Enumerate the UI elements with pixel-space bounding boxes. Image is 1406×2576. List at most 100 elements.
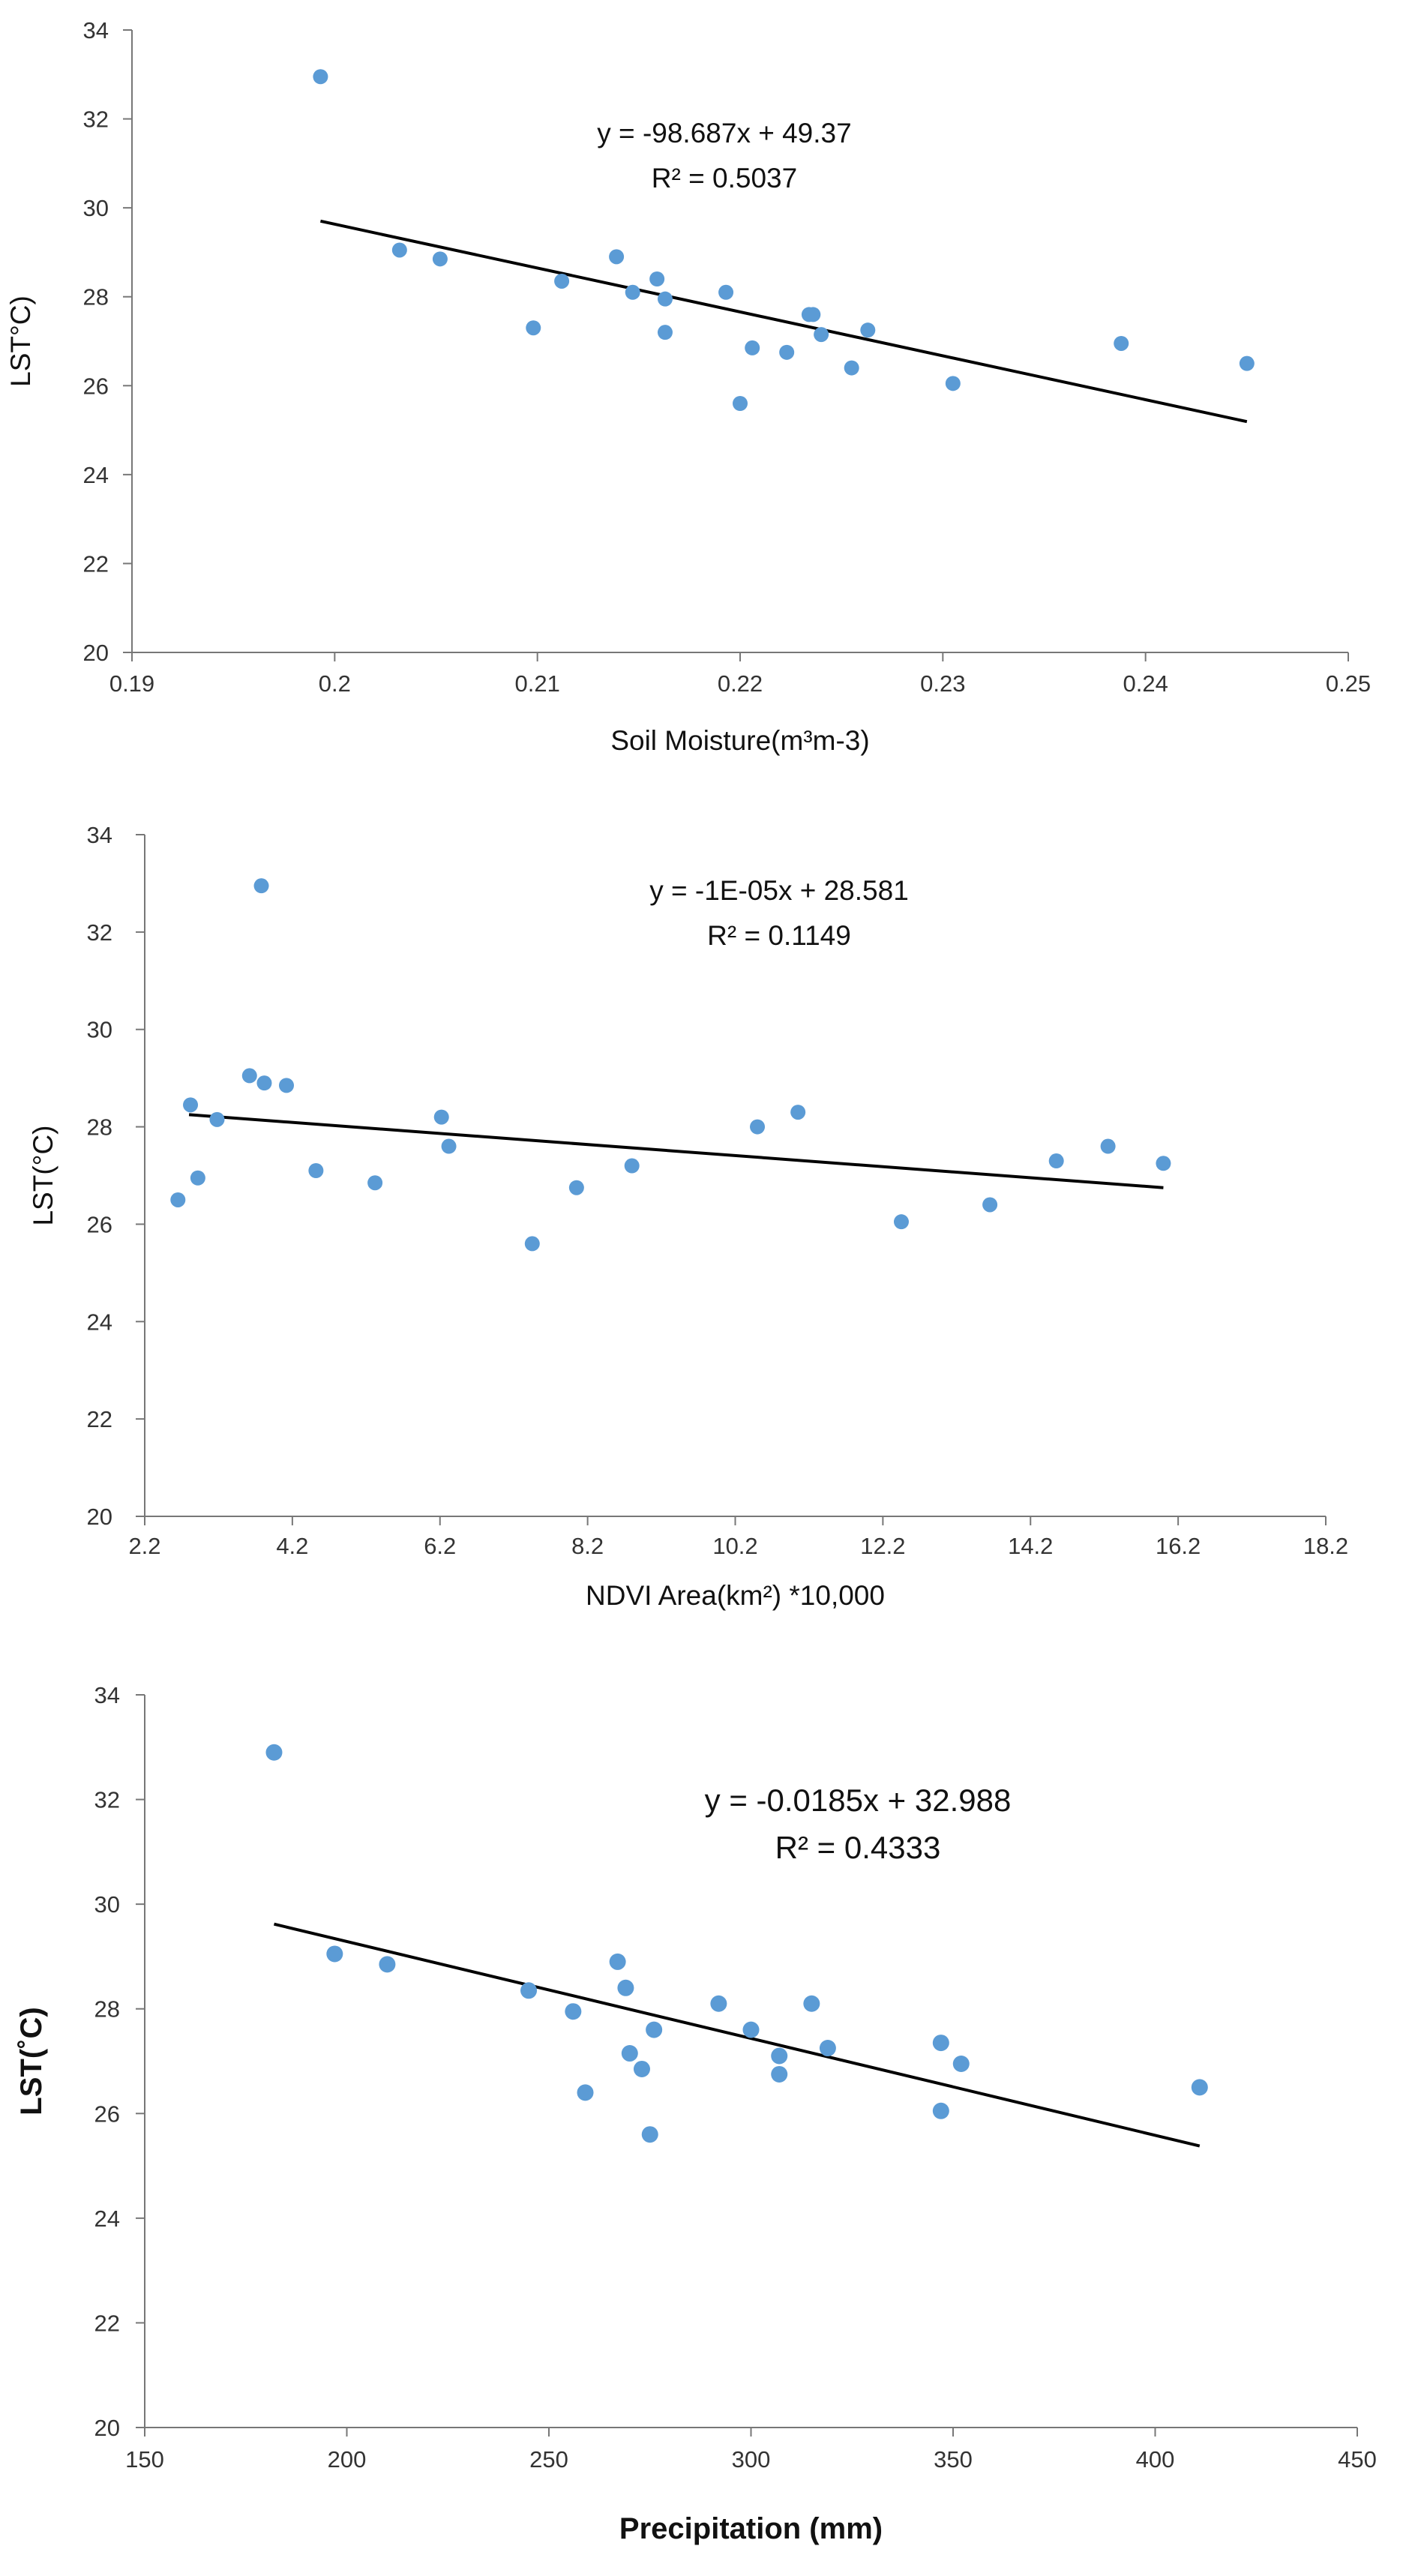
data-point — [860, 322, 876, 338]
x-axis-label: Soil Moisture(m³m-3) — [610, 725, 869, 756]
y-tick-label: 32 — [83, 106, 109, 133]
x-tick-label: 2.2 — [128, 1533, 160, 1559]
data-point — [633, 2060, 650, 2077]
chart-panel-3: 20 22 24 26 28 30 32 34 150 200 250 300 350 400 450 Pre… — [15, 1682, 1377, 2545]
data-point — [803, 1995, 820, 2012]
y-tick-label: 34 — [94, 1682, 120, 1708]
x-tick-label: 16.2 — [1156, 1533, 1201, 1559]
r-squared-label: R² = 0.1149 — [707, 920, 851, 951]
x-tick-label: 150 — [125, 2446, 164, 2473]
data-point — [209, 1111, 225, 1127]
trend-equation: y = -1E-05x + 28.581 — [649, 875, 909, 906]
x-tick-label: 6.2 — [424, 1533, 456, 1559]
data-point — [771, 2047, 788, 2065]
x-tick-label: 450 — [1338, 2446, 1377, 2473]
trend-equation: y = -0.0185x + 32.988 — [705, 1783, 1012, 1818]
y-tick-label: 22 — [94, 2310, 120, 2336]
data-point — [326, 1945, 343, 1963]
data-point — [641, 2126, 658, 2143]
data-point — [433, 1109, 449, 1125]
trendline — [274, 1922, 1201, 2148]
data-point — [1100, 1138, 1116, 1154]
y-tick-label: 24 — [83, 462, 109, 488]
y-tick-label: 30 — [87, 1017, 112, 1043]
y-tick-label: 22 — [87, 1406, 112, 1432]
x-tick-label: 0.19 — [109, 670, 154, 697]
data-point — [241, 1068, 257, 1084]
data-point — [170, 1192, 186, 1207]
data-point — [609, 249, 625, 265]
data-point — [649, 271, 665, 286]
x-tick-label: 200 — [328, 2446, 367, 2473]
data-point — [565, 2003, 582, 2020]
data-point — [253, 878, 269, 894]
data-point — [554, 273, 570, 289]
data-point — [256, 1075, 272, 1091]
data-point — [932, 2035, 949, 2052]
x-axis-label: NDVI Area(km²) *10,000 — [586, 1580, 885, 1611]
data-point — [265, 1744, 283, 1761]
y-tick-label: 30 — [83, 195, 109, 221]
y-tick-label: 28 — [94, 1996, 120, 2023]
data-point — [1156, 1156, 1171, 1171]
data-point — [814, 327, 829, 343]
data-point — [750, 1119, 766, 1135]
y-tick-label: 28 — [83, 284, 109, 310]
trendline — [319, 219, 1248, 424]
data-point — [621, 2045, 638, 2062]
y-axis-label: LST°C) — [5, 295, 36, 387]
data-point — [805, 307, 821, 322]
trend-equation: y = -98.687x + 49.37 — [597, 118, 851, 148]
data-point — [819, 2040, 836, 2057]
data-point — [526, 320, 541, 336]
x-tick-label: 0.21 — [514, 670, 559, 697]
data-point — [646, 2021, 663, 2038]
data-point — [432, 251, 448, 267]
y-tick-label: 20 — [87, 1504, 112, 1530]
data-point — [742, 2021, 760, 2038]
y-tick-label: 32 — [94, 1787, 120, 1813]
x-tick-label: 0.22 — [718, 670, 763, 697]
data-point — [524, 1236, 540, 1252]
y-axis-label: LST(˚C) — [15, 2007, 48, 2115]
x-tick-label: 0.2 — [319, 670, 351, 697]
data-point — [1191, 2079, 1208, 2096]
x-tick-label: 0.24 — [1123, 670, 1168, 697]
y-tick-label: 34 — [87, 822, 112, 848]
chart-panel-1: 20 22 24 26 28 30 32 34 0.19 0.2 0.21 0.22 0.23 0.24 0… — [5, 17, 1371, 756]
x-tick-label: 350 — [934, 2446, 973, 2473]
x-tick-label: 300 — [732, 2446, 771, 2473]
x-tick-label: 10.2 — [712, 1533, 757, 1559]
data-point — [1239, 355, 1255, 371]
y-tick-label: 32 — [87, 919, 112, 946]
data-point — [367, 1175, 383, 1191]
x-tick-label: 12.2 — [860, 1533, 905, 1559]
data-point — [279, 1078, 294, 1093]
data-point — [718, 284, 734, 300]
x-tick-label: 4.2 — [276, 1533, 308, 1559]
data-point — [577, 2084, 594, 2101]
x-tick-label: 14.2 — [1008, 1533, 1053, 1559]
data-point — [733, 396, 748, 411]
data-point — [982, 1197, 998, 1213]
data-point — [379, 1956, 396, 1973]
data-point — [952, 2055, 970, 2072]
x-tick-label: 400 — [1136, 2446, 1175, 2473]
r-squared-label: R² = 0.5037 — [652, 163, 797, 193]
data-point — [617, 1979, 634, 1996]
r-squared-label: R² = 0.4333 — [775, 1830, 941, 1865]
y-axis-label: LST(°C) — [28, 1125, 58, 1225]
data-point — [391, 242, 407, 258]
y-tick-label: 20 — [94, 2415, 120, 2441]
data-point — [657, 325, 673, 340]
data-point — [844, 360, 859, 376]
y-tick-label: 24 — [87, 1309, 112, 1335]
data-point — [790, 1105, 806, 1120]
x-tick-label: 0.25 — [1326, 670, 1371, 697]
x-tick-label: 250 — [529, 2446, 568, 2473]
data-point — [308, 1163, 324, 1179]
data-point — [657, 291, 673, 307]
data-point — [745, 340, 760, 355]
